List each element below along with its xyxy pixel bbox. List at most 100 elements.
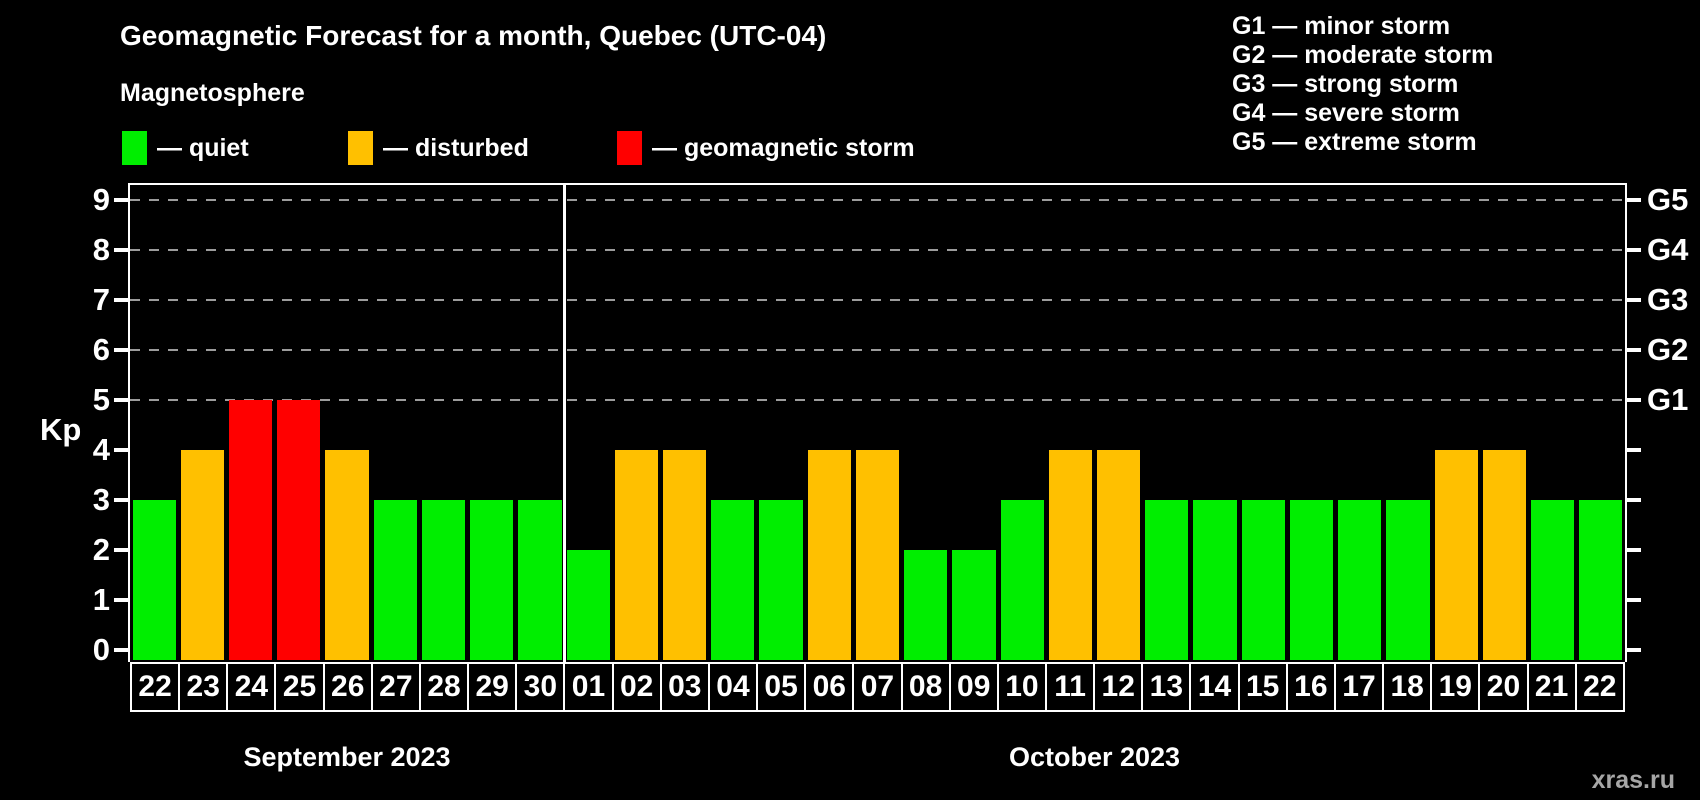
legend-swatch-disturbed	[348, 131, 373, 165]
date-cell-day-17: 17	[1333, 662, 1385, 712]
date-cell-day-29: 29	[467, 662, 518, 712]
date-cell-day-18: 18	[1382, 662, 1433, 712]
date-cell-day-13: 13	[1141, 662, 1192, 712]
kp-bar-day-22	[1579, 500, 1623, 660]
date-cell-day-09: 09	[948, 662, 999, 712]
legend-label-storm: — geomagnetic storm	[652, 133, 915, 162]
kp-bar-day-15	[1241, 500, 1285, 660]
g-axis-label-g3: G3	[1647, 282, 1689, 317]
date-cell-day-15: 15	[1237, 662, 1288, 712]
gridline-kp7	[130, 299, 1625, 301]
g-axis-label-g5: G5	[1647, 182, 1689, 217]
g-scale-legend: G1 — minor storm G2 — moderate storm G3 — …	[1232, 12, 1493, 157]
date-cell-day-11: 11	[1044, 662, 1096, 712]
y-axis-label-5: 5	[92, 382, 110, 417]
legend-label-disturbed: — disturbed	[383, 133, 529, 162]
kp-bar-day-27	[373, 500, 417, 660]
kp-bar-day-03	[662, 450, 707, 660]
left-tick-0	[114, 648, 128, 652]
date-cell-day-16: 16	[1285, 662, 1336, 712]
kp-bar-day-28	[421, 500, 466, 660]
y-axis-label-3: 3	[92, 482, 110, 517]
date-cell-day-12: 12	[1093, 662, 1144, 712]
legend-item-quiet: — quiet	[122, 131, 249, 165]
kp-bar-day-10	[1000, 500, 1044, 660]
date-cell-day-06: 06	[804, 662, 855, 712]
legend-label-quiet: — quiet	[157, 133, 249, 162]
right-tick-3	[1627, 498, 1641, 502]
kp-bar-day-30	[518, 500, 562, 660]
month-separator	[562, 183, 566, 662]
left-tick-6	[114, 348, 128, 352]
date-cell-day-08: 08	[900, 662, 951, 712]
date-cell-day-22: 22	[1574, 662, 1625, 712]
g-axis-label-g4: G4	[1647, 232, 1689, 267]
kp-bar-day-06	[807, 450, 851, 660]
legend-item-disturbed: — disturbed	[348, 131, 529, 165]
date-cell-day-21: 21	[1526, 662, 1577, 712]
date-cell-day-27: 27	[370, 662, 421, 712]
y-axis-label-1: 1	[92, 582, 110, 617]
left-tick-5	[114, 398, 128, 402]
legend-swatch-quiet	[122, 131, 147, 165]
legend-item-storm: — geomagnetic storm	[617, 131, 915, 165]
date-cell-day-19: 19	[1430, 662, 1481, 712]
kp-bar-day-02	[614, 450, 658, 660]
watermark: xras.ru	[1591, 766, 1675, 794]
y-axis-label-4: 4	[92, 432, 110, 467]
kp-bar-day-01	[566, 550, 610, 660]
date-cell-day-03: 03	[659, 662, 710, 712]
month-label-october: October 2023	[1008, 742, 1181, 772]
kp-bar-day-14	[1193, 500, 1237, 660]
y-axis-label-6: 6	[92, 332, 110, 367]
chart-title: Geomagnetic Forecast for a month, Quebec…	[120, 20, 827, 51]
kp-bar-day-04	[711, 500, 755, 660]
right-tick-6	[1627, 348, 1641, 352]
kp-axis-title: Kp	[40, 412, 82, 447]
date-cell-day-04: 04	[707, 662, 759, 712]
date-cell-day-23: 23	[178, 662, 229, 712]
date-cell-day-05: 05	[756, 662, 807, 712]
kp-bar-day-13	[1145, 500, 1189, 660]
axis-left	[128, 183, 130, 662]
g-legend-line-2: G2 — moderate storm	[1232, 41, 1494, 69]
gridline-kp9	[130, 199, 1625, 201]
kp-bar-day-07	[855, 450, 900, 660]
date-cell-day-01: 01	[563, 662, 614, 712]
left-tick-2	[114, 548, 128, 552]
kp-bar-day-05	[759, 500, 803, 660]
month-label-september: September 2023	[243, 742, 451, 772]
right-tick-7	[1627, 298, 1641, 302]
kp-bar-day-29	[470, 500, 514, 660]
date-cell-day-14: 14	[1189, 662, 1240, 712]
y-axis-label-0: 0	[92, 632, 110, 667]
right-tick-9	[1627, 198, 1641, 202]
kp-bar-day-09	[952, 550, 996, 660]
date-cell-day-24: 24	[226, 662, 277, 712]
left-tick-8	[114, 248, 128, 252]
gridline-kp8	[130, 249, 1625, 251]
kp-bar-day-18	[1386, 500, 1430, 660]
g-legend-line-1: G1 — minor storm	[1232, 12, 1451, 40]
left-tick-1	[114, 598, 128, 602]
y-axis-label-7: 7	[92, 282, 110, 317]
kp-bar-day-22	[132, 500, 176, 660]
kp-bar-day-11	[1048, 450, 1092, 660]
kp-bar-day-25	[277, 400, 321, 660]
legend-swatch-storm	[617, 131, 642, 165]
right-tick-2	[1627, 548, 1641, 552]
right-tick-5	[1627, 398, 1641, 402]
kp-bar-day-08	[904, 550, 948, 660]
right-tick-4	[1627, 448, 1641, 452]
y-axis-label-8: 8	[92, 232, 110, 267]
kp-bar-day-17	[1338, 500, 1382, 660]
date-cell-day-22: 22	[130, 662, 181, 712]
g-legend-line-3: G3 — strong storm	[1232, 70, 1459, 98]
date-cell-day-20: 20	[1478, 662, 1529, 712]
g-legend-line-4: G4 — severe storm	[1232, 99, 1460, 127]
kp-bar-day-23	[180, 450, 224, 660]
right-tick-1	[1627, 598, 1641, 602]
g-legend-line-5: G5 — extreme storm	[1232, 128, 1477, 156]
date-cell-day-25: 25	[274, 662, 325, 712]
